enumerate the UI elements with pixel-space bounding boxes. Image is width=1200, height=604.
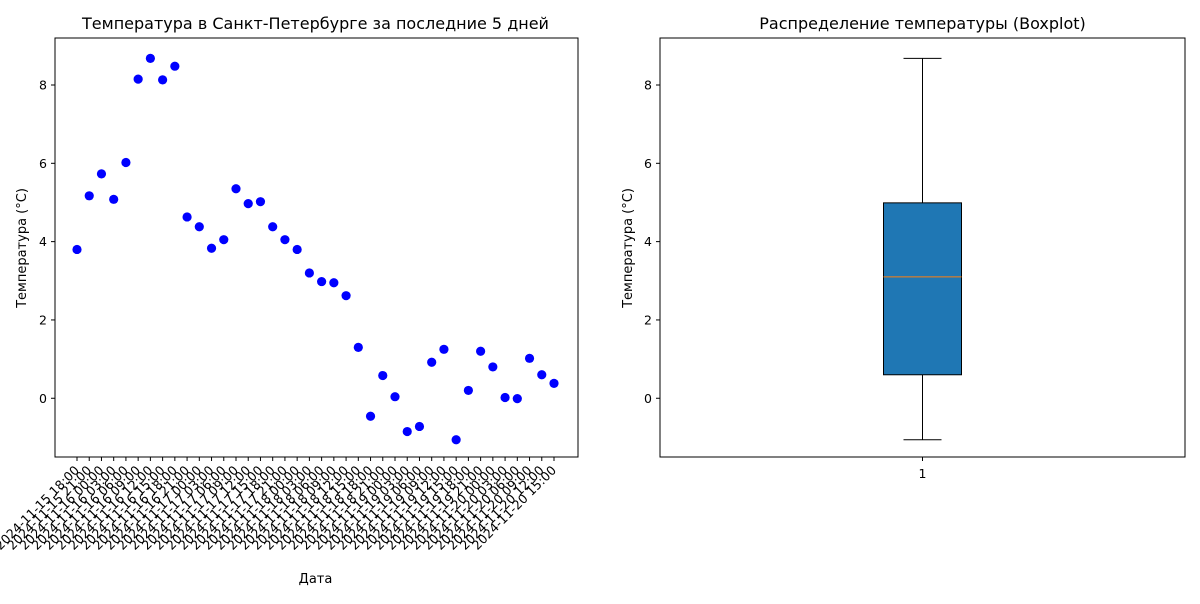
scatter-point [500,392,510,403]
scatter-point [268,222,278,232]
scatter-point [121,157,131,168]
scatter-point [96,169,107,179]
scatter-point [476,346,486,356]
boxplot-y-tick-label: 4 [644,234,652,249]
scatter-point [206,243,217,253]
scatter-point [414,421,425,432]
scatter-point [341,291,351,301]
scatter-point [378,370,388,381]
scatter-point [219,235,229,245]
boxplot-y-ticks: 0 2 4 6 8 [644,77,660,406]
scatter-point [109,194,119,204]
scatter-chart: Температура в Санкт-Петербурге за послед… [0,14,579,587]
scatter-point [451,435,461,445]
scatter-y-axis-label: Температура (°C) [15,188,30,309]
boxplot-plot-frame [659,37,1186,458]
boxplot-y-tick-label: 2 [644,312,652,327]
boxplot-chart: Распределение температуры (Boxplot) Темп… [621,14,1186,481]
scatter-y-ticks: 0 2 4 6 8 [39,77,55,406]
scatter-point [439,344,449,354]
scatter-plot-frame [54,37,579,458]
scatter-point [512,394,522,404]
boxplot-x-ticks: 1 [919,457,927,481]
scatter-point [329,278,339,288]
scatter-points [72,53,559,445]
scatter-point [72,244,82,255]
scatter-y-tick-label: 8 [39,77,47,92]
scatter-point [84,191,94,201]
scatter-chart-title: Температура в Санкт-Петербурге за послед… [81,14,549,33]
boxplot-y-tick-label: 0 [644,391,652,406]
scatter-point [365,411,376,421]
scatter-point [145,53,155,63]
boxplot-y-tick-label: 6 [644,156,652,171]
scatter-point [304,268,314,278]
scatter-point [537,370,547,380]
scatter-y-tick-label: 6 [39,156,47,171]
scatter-x-axis-label: Дата [299,572,333,587]
scatter-point [133,74,143,84]
scatter-point [463,385,473,396]
scatter-point [280,235,290,245]
scatter-point [402,426,412,437]
scatter-y-tick-label: 0 [39,391,47,406]
scatter-point [194,222,204,232]
scatter-point [549,378,559,388]
boxplot-box [883,202,962,376]
boxplot-y-axis-label: Температура (°C) [621,188,636,309]
scatter-point [524,353,535,363]
scatter-point [231,184,241,194]
scatter-point [353,342,363,352]
scatter-point [427,357,437,367]
boxplot-x-tick-label: 1 [919,466,927,481]
scatter-point [488,362,498,372]
scatter-point [317,276,327,287]
boxplot-y-tick-label: 8 [644,77,652,92]
scatter-y-tick-label: 4 [39,234,47,249]
boxplot-box-group [883,57,962,441]
boxplot-chart-title: Распределение температуры (Boxplot) [759,14,1086,33]
scatter-point [292,244,302,255]
scatter-point [170,61,180,71]
scatter-point [243,199,253,209]
scatter-point [182,212,192,222]
scatter-point [255,197,266,207]
scatter-y-tick-label: 2 [39,312,47,327]
scatter-point [390,392,400,402]
scatter-point [158,75,168,85]
